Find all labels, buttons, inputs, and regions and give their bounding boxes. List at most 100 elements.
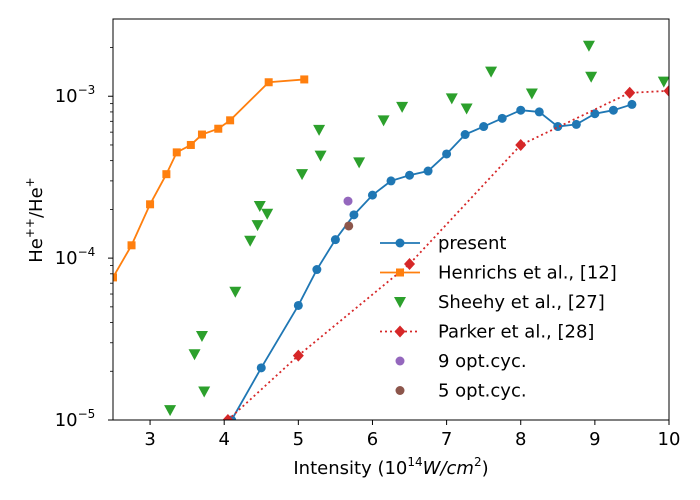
legend-marker	[395, 238, 405, 248]
x-axis-title-exponent: 14	[407, 455, 422, 469]
data-point	[186, 140, 195, 149]
y-tick-base: 10	[55, 86, 78, 107]
data-point	[293, 300, 303, 310]
data-point	[442, 149, 452, 159]
data-point	[188, 349, 201, 361]
y-tick-label: 10−3	[55, 83, 96, 107]
legend-label: 9 opt.cyc.	[438, 351, 527, 372]
data-point	[314, 150, 327, 162]
x-tick-label: 7	[441, 429, 452, 450]
data-point	[197, 130, 206, 139]
legend-item-9-opt-cyc: 9 opt.cyc.	[395, 351, 527, 372]
data-point	[146, 200, 155, 209]
data-point	[582, 40, 595, 52]
data-point	[162, 170, 171, 179]
legend-label: Parker et al., [28]	[438, 322, 594, 343]
x-axis-title-close: )	[482, 458, 489, 479]
series-henrichs-et-al-12	[113, 75, 309, 282]
y-tick-exponent: −3	[78, 83, 96, 97]
y-tick-exponent: −4	[78, 245, 96, 259]
data-point	[627, 99, 637, 109]
data-point	[515, 138, 527, 151]
series-present	[227, 99, 637, 420]
data-point	[460, 103, 473, 115]
legend-marker	[394, 325, 406, 338]
y-axis-ticks: 10−510−410−3	[55, 47, 113, 431]
y-axis-title-text: He	[26, 238, 47, 263]
data-point	[264, 78, 273, 87]
data-point	[405, 170, 415, 180]
x-tick-label: 9	[589, 429, 600, 450]
y-tick-base: 10	[55, 248, 78, 269]
series-parker-et-al-28	[222, 84, 669, 420]
y-axis-title-denominator-charge: +	[23, 177, 37, 187]
data-layer	[113, 40, 669, 420]
data-point	[113, 273, 117, 282]
legend-label: Henrichs et al., [12]	[438, 263, 617, 284]
y-axis-title: He++/He+	[23, 177, 47, 262]
legend-marker	[395, 386, 405, 395]
x-axis-title: Intensity (1014W/cm2)	[293, 455, 488, 479]
legend-marker	[395, 356, 405, 366]
data-point	[571, 119, 581, 129]
series-sheehy-et-al-27	[164, 40, 669, 417]
legend-item-present: present	[380, 233, 506, 254]
data-point	[312, 265, 322, 275]
data-point	[256, 363, 266, 373]
data-point	[127, 241, 136, 250]
data-point	[516, 105, 526, 115]
y-tick-label: 10−4	[55, 245, 96, 269]
data-point	[222, 414, 234, 420]
legend: present Henrichs et al., [12] Sheehy et al…	[380, 233, 617, 402]
data-point	[445, 93, 458, 105]
legend-label: 5 opt.cyc.	[438, 381, 527, 402]
data-point	[349, 210, 359, 220]
data-point	[229, 286, 242, 298]
plot-frame	[112, 18, 670, 421]
data-point	[164, 405, 177, 417]
data-point	[343, 196, 353, 206]
series-9-opt-cyc	[343, 196, 353, 206]
y-tick-exponent: −5	[78, 407, 96, 421]
series-5-opt-cyc	[344, 221, 354, 231]
series-line	[227, 89, 669, 420]
data-point	[244, 235, 257, 247]
data-point	[396, 101, 409, 113]
data-point	[585, 71, 598, 83]
legend-item-sheehy-et-al-27: Sheehy et al., [27]	[394, 292, 605, 313]
data-point	[300, 75, 309, 84]
x-axis-title-text: Intensity (10	[293, 458, 407, 479]
data-point	[251, 220, 264, 232]
legend-marker	[394, 297, 406, 308]
data-point	[624, 86, 636, 99]
data-point	[525, 88, 538, 100]
data-point	[460, 130, 470, 140]
data-point	[261, 208, 274, 220]
x-tick-label: 5	[293, 429, 304, 450]
legend-label: Sheehy et al., [27]	[438, 292, 605, 313]
x-axis-ticks: 3 4 5 6 7 8 9 10	[144, 420, 680, 450]
data-point	[497, 113, 507, 123]
legend-label: present	[438, 233, 506, 254]
x-axis-title-unit-exponent: 2	[474, 455, 482, 469]
data-point	[172, 148, 181, 157]
data-point	[353, 157, 366, 169]
data-point	[214, 124, 223, 133]
data-point	[367, 190, 377, 200]
y-tick-base: 10	[55, 410, 78, 431]
data-point	[296, 169, 309, 181]
x-tick-label: 3	[144, 429, 155, 450]
data-point	[386, 176, 396, 186]
y-axis-title-numerator-charge: ++	[23, 218, 37, 238]
data-point	[292, 349, 304, 362]
data-point	[330, 235, 340, 245]
x-axis-title-unit: W/cm	[423, 458, 474, 479]
legend-marker	[396, 268, 404, 277]
data-point	[423, 166, 433, 176]
data-point	[344, 221, 354, 231]
data-point	[313, 124, 326, 136]
data-point	[198, 386, 211, 398]
data-point	[377, 115, 390, 127]
